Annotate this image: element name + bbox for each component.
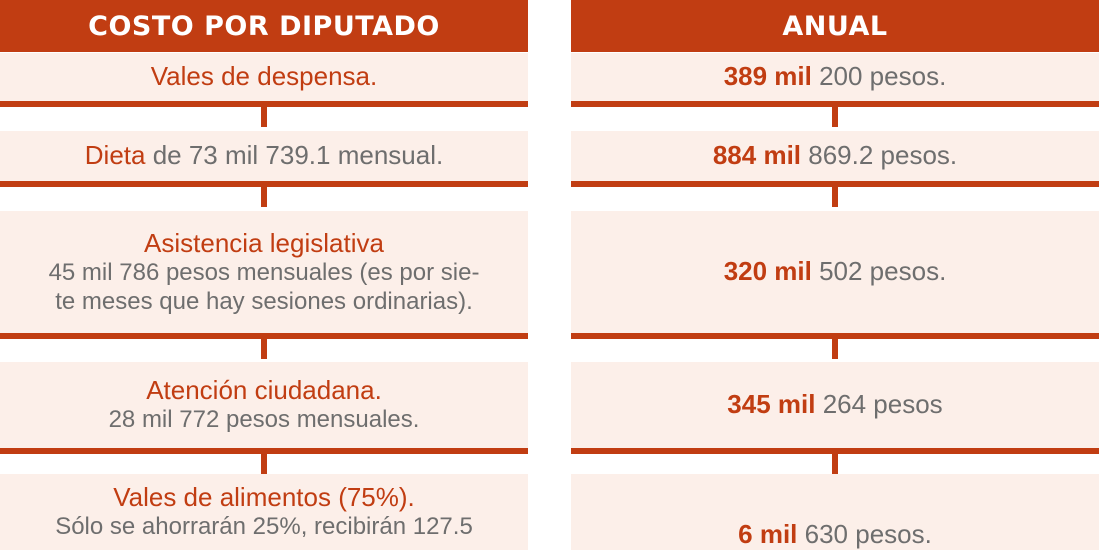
row-vales-alimentos: Vales de alimentos (75%). Sólo se ahorra… [0, 474, 528, 550]
connector-stem [832, 107, 838, 127]
row-title: Vales de alimentos (75%). [113, 482, 415, 512]
annual-row: 389 mil 200 pesos. [571, 53, 1099, 101]
row-divider [0, 448, 528, 454]
row-asistencia-legislativa: Asistencia legislativa 45 mil 786 pesos … [0, 211, 528, 333]
concept-header: COSTO POR DIPUTADO [0, 0, 528, 52]
connector-stem [832, 454, 838, 474]
annual-rest: 502 pesos. [811, 256, 947, 287]
row-divider [571, 181, 1099, 187]
annual-row: 6 mil 630 pesos. [571, 474, 1099, 550]
row-vales-despensa: Vales de despensa. [0, 53, 528, 101]
row-desc-line: Sólo se ahorrarán 25%, recibirán 127.5 [55, 513, 473, 541]
row-title: Asistencia legislativa [144, 227, 384, 258]
connector-stem [832, 187, 838, 207]
annual-rest: 630 pesos. [797, 518, 932, 549]
row-divider [0, 101, 528, 107]
row-desc: de 73 mil 739.1 mensual. [145, 140, 444, 171]
annual-row: 345 mil 264 pesos [571, 362, 1099, 448]
annual-rest: 869.2 pesos. [801, 140, 958, 171]
row-title: Dieta [84, 140, 146, 171]
annual-row: 320 mil 502 pesos. [571, 211, 1099, 333]
row-atencion-ciudadana: Atención ciudadana. 28 mil 772 pesos men… [0, 362, 528, 448]
connector-stem [832, 339, 838, 359]
row-divider [571, 448, 1099, 454]
row-title: Vales de despensa. [150, 61, 378, 92]
annual-rest: 264 pesos [815, 389, 943, 420]
annual-amount: 389 mil [723, 61, 812, 92]
row-desc-line: te meses que hay sesiones ordinarias). [55, 287, 473, 315]
annual-amount: 345 mil [727, 389, 816, 420]
row-desc-line: 28 mil 772 pesos mensuales. [108, 406, 420, 434]
row-divider [0, 181, 528, 187]
annual-amount: 884 mil [712, 140, 802, 171]
row-title: Atención ciudadana. [146, 375, 382, 405]
connector-stem [261, 339, 267, 359]
annual-row: 884 mil 869.2 pesos. [571, 131, 1099, 181]
annual-amount: 6 mil [738, 518, 798, 549]
connector-stem [261, 107, 267, 127]
row-divider [0, 333, 528, 339]
connector-stem [261, 454, 267, 474]
row-divider [571, 333, 1099, 339]
annual-rest: 200 pesos. [811, 61, 947, 92]
connector-stem [261, 187, 267, 207]
row-divider [571, 101, 1099, 107]
row-desc-line: 45 mil 786 pesos mensuales (es por sie- [48, 258, 480, 286]
annual-header: ANUAL [571, 0, 1099, 52]
annual-amount: 320 mil [723, 256, 812, 287]
row-dieta: Dieta de 73 mil 739.1 mensual. [0, 131, 528, 181]
